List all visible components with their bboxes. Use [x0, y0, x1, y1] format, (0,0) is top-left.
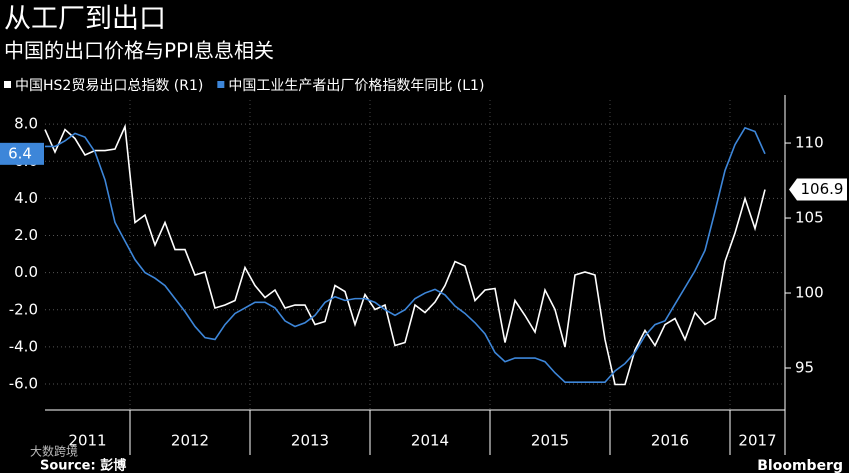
y-tick-label: 8.0 [14, 115, 38, 133]
chart-subtitle: 中国的出口价格与PPI息息相关 [4, 39, 274, 63]
x-tick-label: 2016 [651, 432, 689, 450]
value-callout: 6.4 [0, 142, 44, 165]
source: Source: 彭博 [40, 458, 126, 473]
y-tick-label: -2.0 [9, 300, 38, 318]
series-line [44, 123, 766, 386]
x-tick-label: 2012 [171, 432, 209, 450]
y2-tick-label: 110 [795, 134, 824, 152]
legend-label: 中国HS2贸易出口总指数 (R1) [15, 78, 203, 94]
y2-tick-label: 95 [795, 359, 814, 377]
y-tick-label: -4.0 [9, 337, 38, 355]
watermark: 大数跨境 [30, 444, 78, 459]
legend-swatch [217, 81, 225, 88]
y-tick-label: -6.0 [9, 375, 38, 393]
brand: Bloomberg [757, 458, 843, 473]
callout-label: 6.4 [8, 144, 32, 162]
x-tick-label: 2014 [411, 432, 449, 450]
x-tick-label: 2017 [738, 432, 776, 450]
y2-tick-label: 100 [795, 284, 824, 302]
y-tick-label: 0.0 [14, 263, 38, 281]
x-tick-label: 2011 [68, 432, 106, 450]
x-tick-label: 2013 [291, 432, 329, 450]
callout-box [789, 178, 847, 201]
series-line [45, 126, 766, 383]
y-tick-label: 2.0 [14, 226, 38, 244]
y-tick-label: 4.0 [14, 189, 38, 207]
chart-title: 从工厂到出口 [4, 4, 166, 35]
x-tick-label: 2015 [531, 432, 569, 450]
callout-label: 106.9 [801, 180, 844, 198]
legend-swatch [4, 81, 11, 88]
value-callout: 106.9 [789, 178, 847, 201]
callout-box [0, 142, 44, 165]
y2-tick-label: 105 [795, 209, 824, 227]
legend-label: 中国工业生产者出厂价格指数年同比 (L1) [228, 78, 484, 94]
